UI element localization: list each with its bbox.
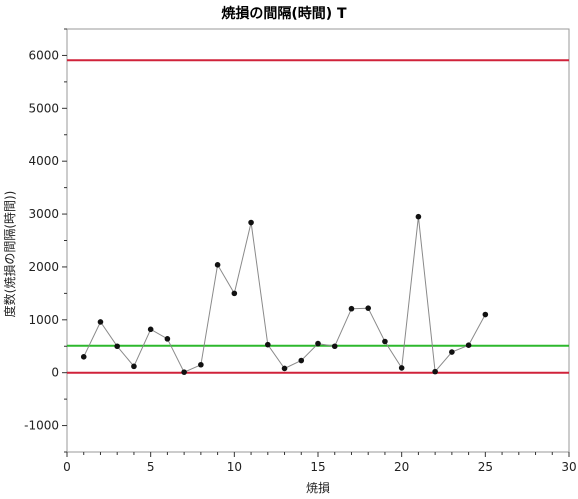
x-axis: 0 5 10 15 20 25 30 (63, 452, 577, 474)
chart-title: 焼損の間隔(時間) T (221, 5, 347, 22)
data-point (214, 262, 221, 268)
x-tick-label: 15 (310, 460, 325, 474)
series (80, 213, 489, 375)
data-point (231, 290, 238, 297)
data-point (131, 363, 137, 370)
data-point (348, 305, 355, 312)
y-axis: -1000 0 1000 2000 3000 4000 5000 6000 (24, 28, 67, 453)
data-point (432, 368, 438, 375)
x-tick-label: 10 (227, 460, 242, 474)
x-tick-label: 30 (561, 460, 576, 474)
data-point (114, 343, 120, 350)
data-point (465, 342, 472, 348)
y-tick-label: 3000 (28, 207, 59, 221)
y-tick-label: 4000 (28, 154, 59, 168)
data-point (97, 319, 104, 325)
y-tick-label: 6000 (28, 48, 59, 62)
data-point (382, 338, 388, 345)
data-point (198, 361, 204, 368)
y-tick-label: 2000 (28, 260, 59, 274)
data-point (331, 343, 338, 350)
y-tick-label: 5000 (28, 101, 59, 115)
data-point (281, 365, 288, 372)
data-point (449, 349, 455, 355)
plot-area-border (66, 28, 570, 453)
y-axis-label: 度数(焼損の間隔(時間)) (2, 191, 17, 318)
y-tick-label: -1000 (24, 419, 59, 433)
data-point (398, 365, 405, 371)
data-point (181, 369, 187, 375)
data-point (415, 213, 422, 220)
series-line (83, 216, 486, 373)
y-tick-label: 1000 (28, 313, 59, 327)
data-point (482, 311, 489, 318)
data-point (298, 357, 305, 364)
data-point (315, 340, 321, 347)
x-tick-label: 20 (394, 460, 409, 474)
data-point (147, 326, 154, 333)
data-point (164, 336, 171, 342)
data-point (248, 219, 254, 226)
data-point (265, 341, 271, 348)
plot-frame (66, 28, 570, 453)
x-tick-label: 25 (478, 460, 493, 474)
x-tick-label: 5 (147, 460, 155, 474)
x-tick-label: 0 (63, 460, 71, 474)
y-tick-label: 0 (51, 366, 59, 380)
x-axis-label: 焼損 (306, 480, 330, 495)
data-point (365, 305, 372, 311)
reference-lines (67, 59, 569, 374)
data-point (80, 354, 87, 360)
